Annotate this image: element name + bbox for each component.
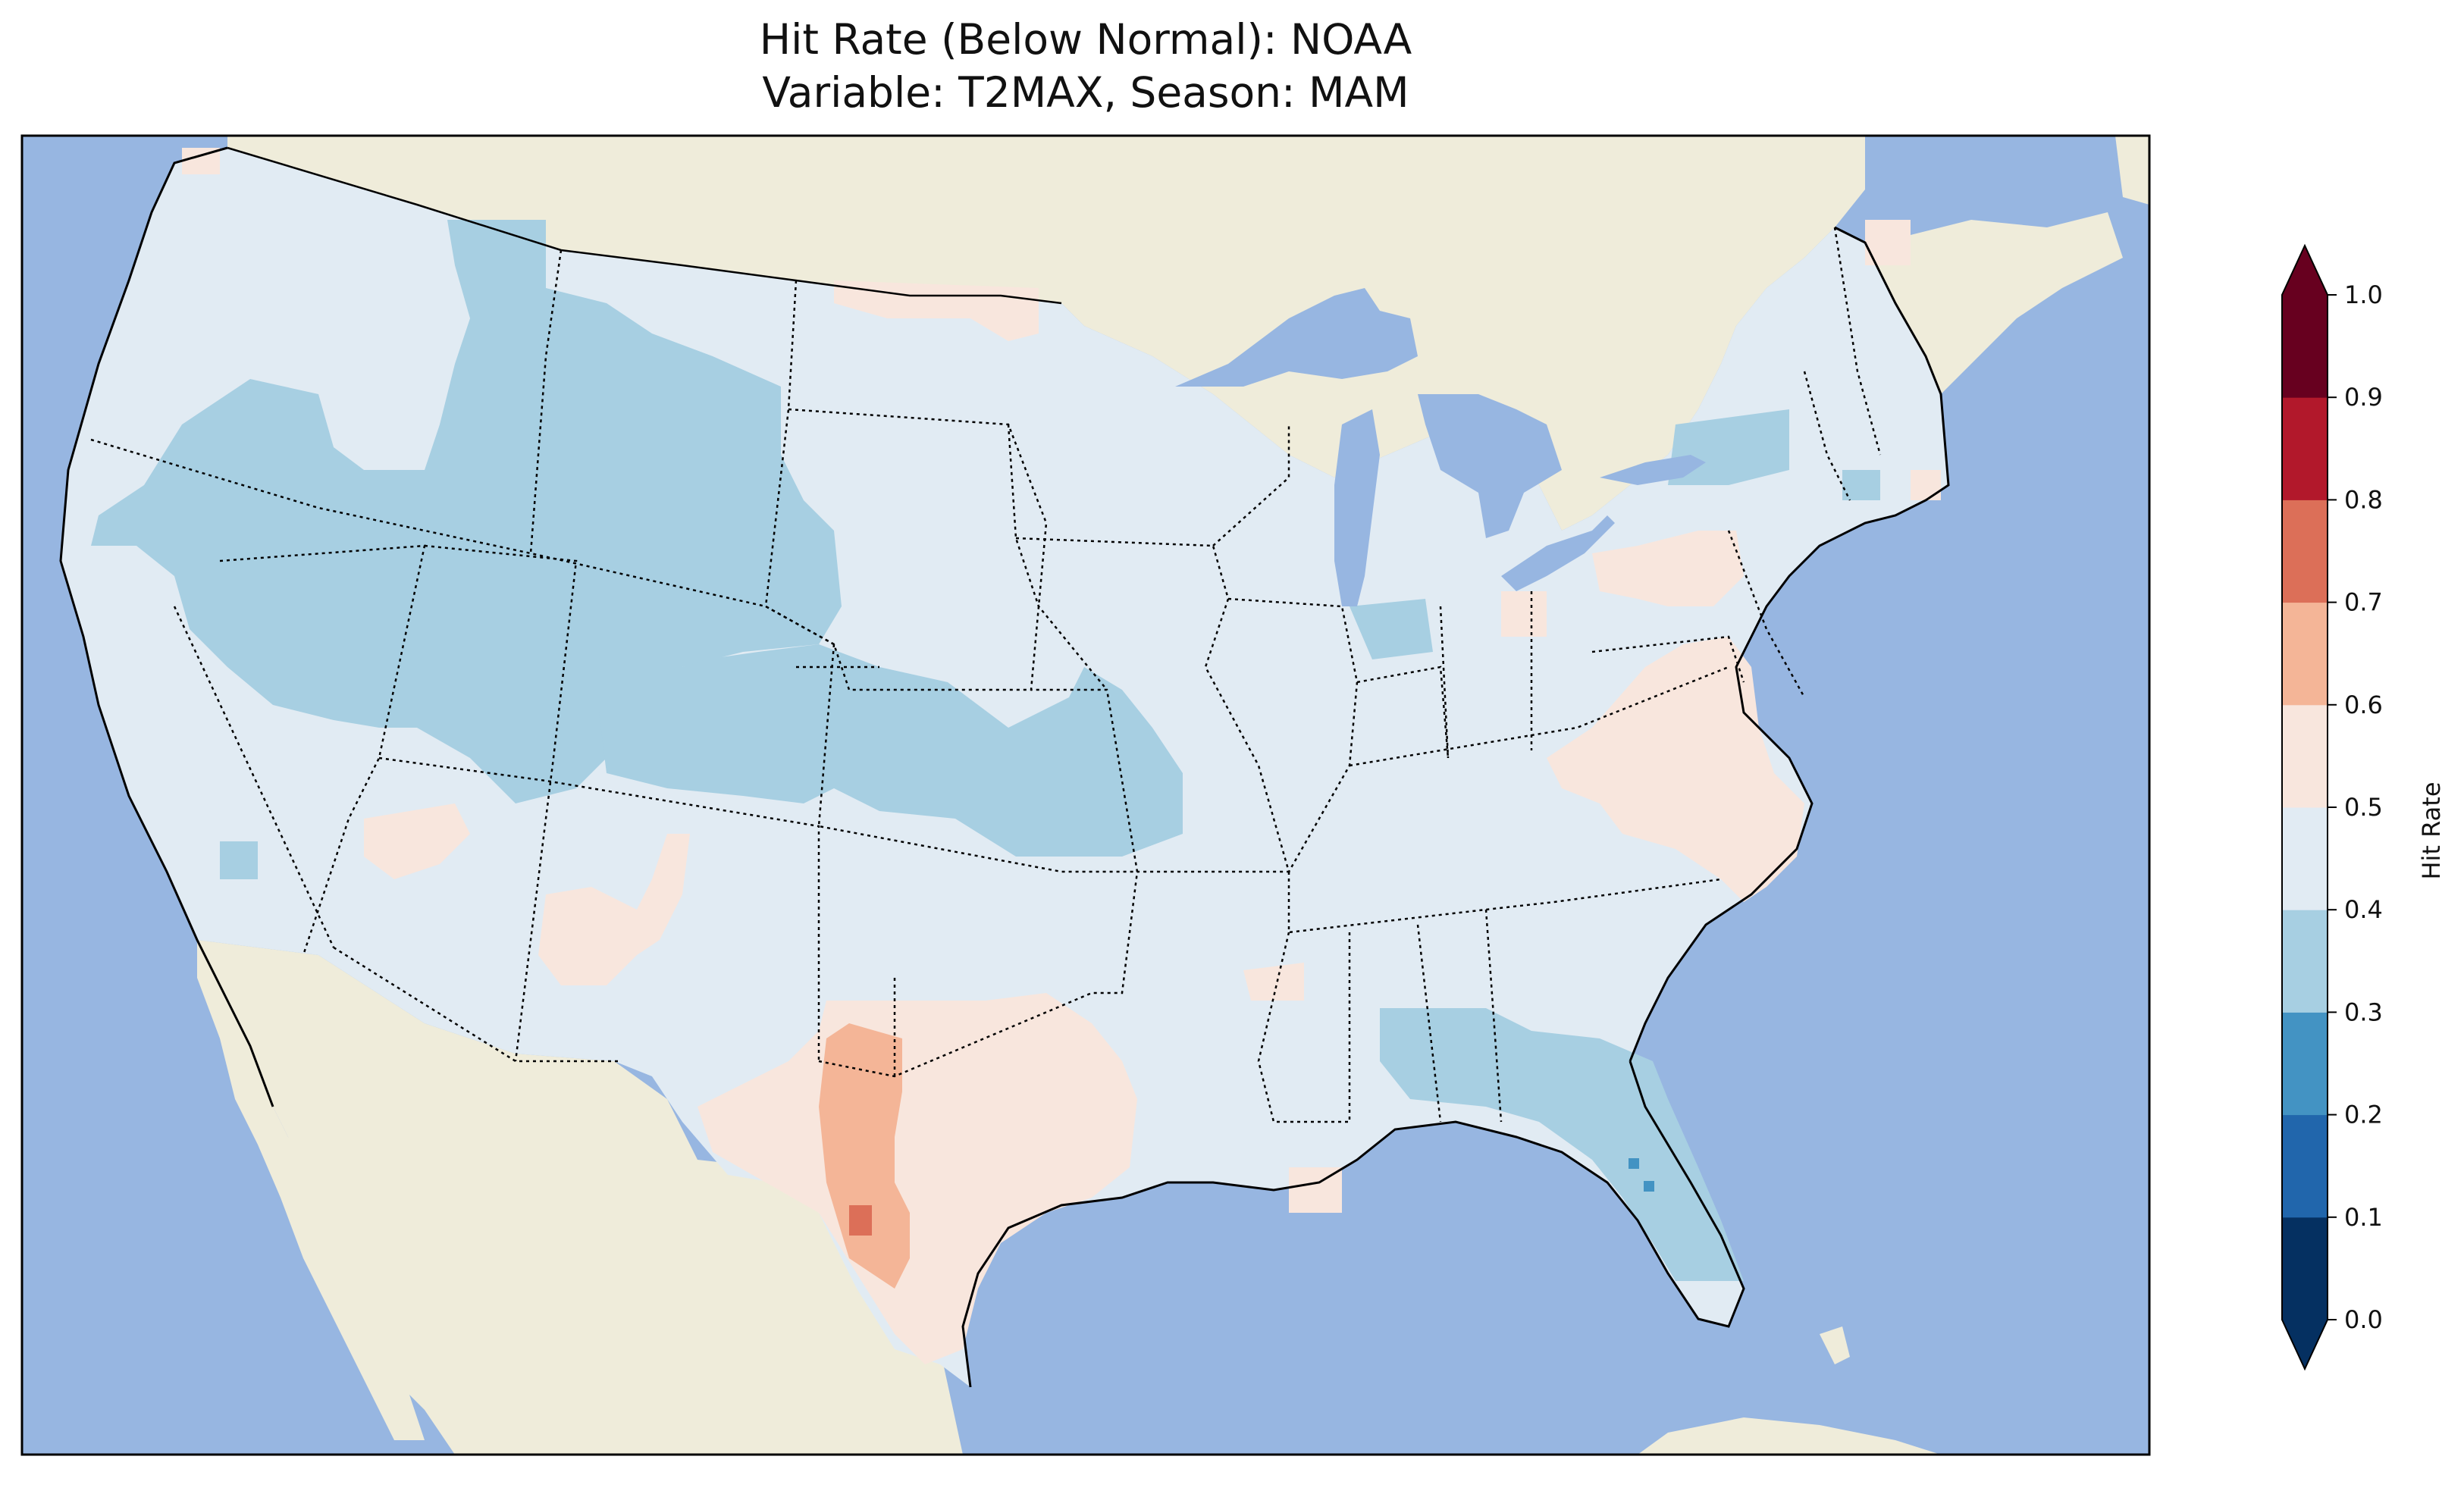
coast-east (1629, 226, 1950, 1062)
hit-rate-0-5-0-6 (182, 148, 1941, 1364)
colorbar-bin-9 (2282, 295, 2328, 398)
region-massachusetts (1911, 470, 1941, 500)
colorbar-label: Hit Rate (2417, 781, 2446, 879)
colorbar-bin-1 (2282, 1114, 2328, 1218)
region-southeast (1380, 1008, 1744, 1281)
colorbar-tick-label: 0.9 (2344, 383, 2383, 412)
colorbar-bin-8 (2282, 397, 2328, 500)
plot-title-line-1: Hit Rate (Below Normal): NOAA (759, 15, 1412, 64)
region-california (220, 841, 258, 879)
region-new-mexico (538, 834, 690, 985)
colorbar-bin-3 (2282, 910, 2328, 1013)
region-indiana (1350, 599, 1433, 659)
lake-huron (1418, 394, 1562, 538)
coastlines (59, 146, 1950, 1388)
lakes (1175, 288, 1706, 606)
map-frame (20, 134, 2151, 1456)
colorbar-bin-4 (2282, 807, 2328, 910)
colorbar-tick-label: 0.8 (2344, 485, 2383, 514)
land-mexico (197, 940, 963, 1455)
border-canada (227, 146, 1062, 305)
colorbar-tick-label: 0.0 (2344, 1305, 2383, 1334)
colorbar-bin-6 (2282, 602, 2328, 706)
colorbar-tick-label: 0.7 (2344, 588, 2383, 617)
region-arizona (364, 803, 470, 879)
colorbar-tick-label: 1.0 (2344, 280, 2383, 309)
region-northern-rockies (91, 220, 842, 803)
region-colorado-kansas (599, 644, 1183, 857)
coast-gulf (961, 1060, 1745, 1388)
colorbar-tick-label: 0.4 (2344, 895, 2383, 924)
land-baja (197, 940, 425, 1440)
colorbar-bin-5 (2282, 704, 2328, 808)
region-central-florida (1629, 1158, 1639, 1169)
colorbar-extend-max (2282, 246, 2328, 295)
colorbar-tick-label: 0.5 (2344, 793, 2383, 822)
colorbar-bin-7 (2282, 500, 2328, 603)
colorbar-extend-min (2282, 1320, 2328, 1369)
region-west-texas-0-6-0-7 (819, 1023, 910, 1289)
region-texas (698, 993, 1137, 1364)
region-washington (182, 148, 220, 174)
lake-michigan (1334, 409, 1380, 606)
region-mississippi (1243, 963, 1304, 1001)
colorbar-tick-label: 0.1 (2344, 1203, 2383, 1232)
land-bahamas (1820, 1326, 1850, 1364)
colorbar-bin-2 (2282, 1012, 2328, 1116)
coast-west (59, 146, 274, 1107)
plot-title-line-2: Variable: T2MAX, Season: MAM (762, 68, 1409, 117)
colorbar-tick-label: 0.6 (2344, 691, 2383, 719)
hit-rate-0-2-0-3 (1629, 1158, 1654, 1192)
region-maine (1842, 470, 1880, 500)
region-far-west-texas-0-7-0-8 (849, 1205, 872, 1236)
hit-rate-0-3-0-4 (91, 220, 1880, 1281)
region-pennsylvania (1592, 531, 1744, 606)
region-louisiana-coast (1289, 1167, 1342, 1213)
lake-superior (1175, 288, 1418, 387)
lake-erie (1501, 515, 1615, 591)
land-newfoundland (2115, 136, 2149, 205)
colorbar-ticks: 0.0 0.1 0.2 0.3 0.4 0.5 0.6 0.7 0.8 0.9 1.0 (2328, 280, 2383, 1334)
colorbar-tick-label: 0.2 (2344, 1101, 2383, 1129)
colorbar-tick-label: 0.3 (2344, 998, 2383, 1026)
colorbar-bin-0 (2282, 1217, 2328, 1320)
region-virginia-carolina (1547, 637, 1804, 902)
colorbar-bins (2281, 243, 2328, 1371)
region-ohio (1501, 591, 1547, 637)
lake-ontario (1600, 455, 1706, 485)
region-vermont (1865, 220, 1911, 265)
state-borders (90, 227, 1882, 1123)
region-central-florida-2 (1644, 1181, 1654, 1192)
land-cuba (1638, 1417, 1941, 1455)
